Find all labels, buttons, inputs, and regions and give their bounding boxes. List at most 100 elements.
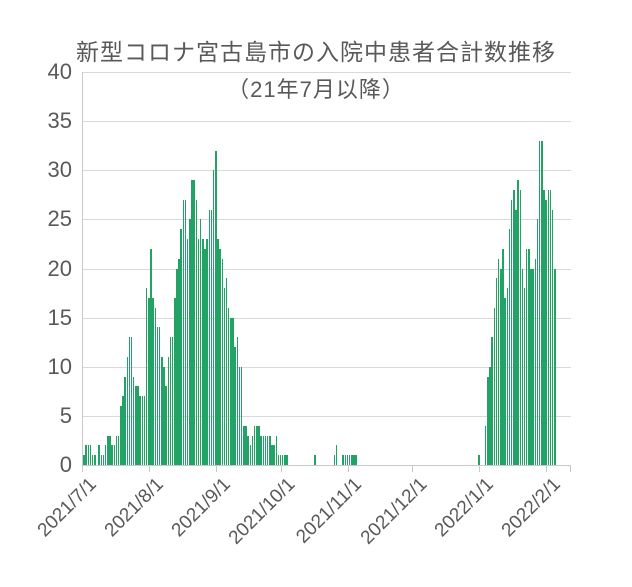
bar xyxy=(493,307,496,465)
y-axis-label: 25 xyxy=(47,206,72,232)
bar xyxy=(251,435,254,465)
bar xyxy=(154,307,157,465)
bar xyxy=(286,455,288,465)
bar xyxy=(484,425,487,465)
bar xyxy=(182,199,185,465)
gridline xyxy=(83,170,571,172)
bar xyxy=(83,455,85,465)
bar xyxy=(98,445,100,465)
bar xyxy=(227,307,230,465)
plot-area xyxy=(82,72,571,466)
bar xyxy=(271,445,273,465)
bar xyxy=(145,288,148,465)
bar xyxy=(197,239,200,465)
bar xyxy=(275,435,277,465)
bar xyxy=(102,455,105,465)
bar xyxy=(204,248,206,465)
bar xyxy=(521,268,524,465)
bar xyxy=(502,248,504,465)
bar xyxy=(191,180,193,465)
bar xyxy=(538,140,541,465)
bar xyxy=(500,268,502,465)
bar xyxy=(543,189,545,465)
bar xyxy=(94,455,96,465)
bar xyxy=(156,327,159,465)
gridline xyxy=(83,317,571,319)
bar xyxy=(178,258,180,465)
bar xyxy=(158,327,161,465)
bar xyxy=(111,445,113,465)
x-axis-label: 2021/11/1 xyxy=(292,474,367,548)
x-axis-label: 2022/1/1 xyxy=(430,474,499,542)
bar xyxy=(545,199,547,465)
bar xyxy=(245,425,247,465)
bar xyxy=(506,288,509,465)
x-axis-tick xyxy=(215,466,217,472)
bar xyxy=(240,366,243,465)
bar xyxy=(167,356,170,465)
bar xyxy=(269,435,271,465)
bar xyxy=(161,356,163,465)
gridline xyxy=(83,415,571,417)
bar xyxy=(223,288,226,465)
gridline xyxy=(83,219,571,221)
gridline xyxy=(83,268,571,270)
bar xyxy=(152,297,154,465)
bar xyxy=(132,376,135,465)
bar xyxy=(491,337,493,465)
bar xyxy=(247,435,249,465)
x-axis-tick xyxy=(412,466,414,472)
bar xyxy=(551,209,554,465)
bar xyxy=(489,366,491,465)
bar xyxy=(281,455,284,465)
x-axis-label: 2021/12/1 xyxy=(356,474,432,549)
bar xyxy=(199,219,202,465)
bar xyxy=(487,376,489,465)
bar xyxy=(135,386,137,465)
bar xyxy=(346,455,349,465)
y-axis-label: 0 xyxy=(59,452,72,477)
y-axis-label: 40 xyxy=(47,59,72,84)
bar xyxy=(510,199,513,465)
bar xyxy=(525,248,528,465)
bar xyxy=(258,425,260,465)
x-axis-label: 2021/10/1 xyxy=(224,474,300,549)
bar xyxy=(256,425,258,465)
bar xyxy=(517,180,519,465)
bar xyxy=(230,317,232,465)
gridline xyxy=(83,366,571,368)
bar xyxy=(206,239,208,465)
bar xyxy=(124,376,126,465)
bar xyxy=(264,435,267,465)
bar xyxy=(176,268,178,465)
gridline xyxy=(83,72,571,73)
bar xyxy=(554,268,556,465)
bar xyxy=(342,455,344,465)
x-axis-label: 2022/2/1 xyxy=(497,474,566,542)
bar xyxy=(549,189,552,465)
bar xyxy=(107,435,109,465)
bar xyxy=(169,337,172,465)
y-axis-label: 15 xyxy=(47,304,72,330)
bar xyxy=(85,445,87,465)
bar xyxy=(508,229,511,465)
bar xyxy=(536,219,539,465)
bar xyxy=(104,445,107,465)
y-axis-label: 30 xyxy=(47,157,72,183)
bar xyxy=(215,150,217,465)
bar xyxy=(348,455,351,465)
bar xyxy=(238,366,241,465)
bar xyxy=(351,455,353,465)
bar xyxy=(344,455,347,465)
x-axis-tick xyxy=(148,466,150,472)
bar xyxy=(208,209,211,465)
bar xyxy=(504,297,506,465)
bar xyxy=(130,337,133,465)
bar xyxy=(128,337,131,465)
bar xyxy=(184,199,187,465)
bar xyxy=(232,317,234,465)
bar xyxy=(163,366,165,465)
bar xyxy=(189,219,191,465)
bar xyxy=(534,258,537,465)
bar xyxy=(284,455,286,465)
